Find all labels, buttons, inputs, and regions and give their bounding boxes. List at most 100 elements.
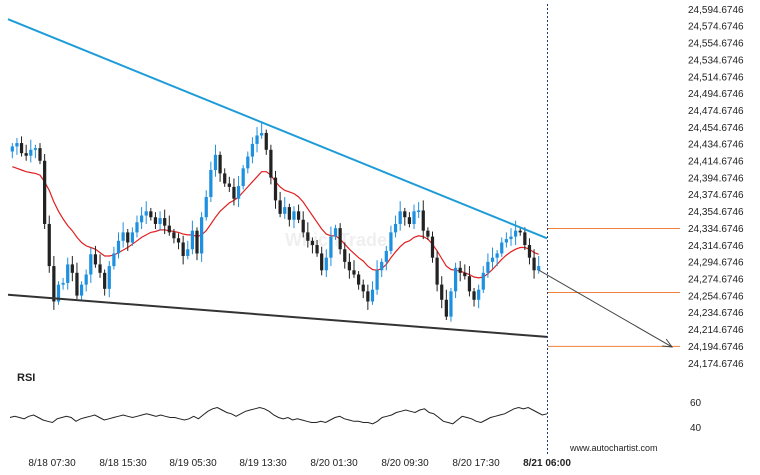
candle-body — [338, 228, 342, 250]
price-tick-label: 24,454.6746 — [688, 123, 744, 134]
candle-body — [412, 211, 416, 224]
time-tick-label: 8/19 13:30 — [239, 458, 287, 469]
candle-body — [343, 249, 347, 262]
candle-body — [43, 160, 47, 224]
candle-body — [112, 253, 116, 267]
candle-body — [241, 168, 245, 187]
price-tick-label: 24,334.6746 — [688, 224, 744, 235]
time-axis-labels: 8/18 07:30 8/18 15:30 8/19 05:30 8/19 13:30… — [28, 458, 571, 469]
price-tick-label: 24,254.6746 — [688, 291, 744, 302]
candle-body — [167, 225, 171, 233]
candle-body — [250, 143, 255, 157]
candle-body — [223, 173, 227, 184]
candle-body — [467, 276, 472, 292]
candle-body — [495, 253, 499, 258]
price-tick-label: 24,434.6746 — [688, 140, 744, 151]
candle-body — [29, 149, 33, 156]
candle-body — [537, 266, 541, 271]
candle-body — [278, 200, 282, 214]
watermark: WhichTrade — [285, 230, 387, 250]
candle-body — [287, 207, 291, 220]
price-tick-label: 24,234.6746 — [688, 308, 744, 319]
candle-body — [426, 230, 430, 237]
candle-body — [403, 211, 407, 218]
candle-body — [509, 236, 513, 240]
forecast-arrow-head — [662, 338, 674, 348]
forecast-arrow-line — [538, 269, 673, 348]
price-tick-label: 24,274.6746 — [688, 275, 744, 286]
time-tick-label: 8/21 06:00 — [523, 458, 571, 469]
candlesticks — [10, 122, 541, 322]
candle-body — [190, 230, 195, 250]
credit-text: www.autochartist.com — [569, 443, 658, 453]
price-tick-label: 24,514.6746 — [688, 72, 744, 83]
time-tick-label: 8/18 15:30 — [99, 458, 147, 469]
candle-body — [227, 183, 231, 187]
candle-body — [292, 211, 296, 220]
resistance-line — [7, 18, 548, 240]
candle-body — [79, 284, 84, 296]
candle-body — [121, 232, 125, 241]
price-tick-label: 24,594.6746 — [688, 5, 744, 16]
time-tick-label: 8/20 01:30 — [310, 458, 358, 469]
candle-body — [518, 230, 522, 233]
price-tick-label: 24,294.6746 — [688, 258, 744, 269]
candle-body — [84, 274, 88, 285]
candle-body — [472, 291, 476, 300]
candle-body — [393, 223, 398, 233]
candle-body — [98, 264, 102, 273]
candle-body — [153, 217, 158, 224]
candle-body — [236, 186, 241, 199]
price-tick-label: 24,354.6746 — [688, 207, 744, 218]
price-tick-label: 24,474.6746 — [688, 106, 744, 117]
candle-body — [47, 223, 51, 267]
price-tick-label: 24,374.6746 — [688, 190, 744, 201]
time-tick-label: 8/20 09:30 — [381, 458, 429, 469]
candle-body — [144, 211, 148, 216]
candle-body — [107, 266, 111, 289]
candle-body — [218, 154, 222, 174]
candle-body — [209, 170, 213, 197]
candle-body — [15, 143, 19, 147]
candle-body — [181, 242, 185, 256]
candle-body — [523, 232, 527, 246]
candle-body — [10, 146, 14, 152]
price-tick-label: 24,574.6746 — [688, 22, 744, 33]
rsi-tick-label: 60 — [690, 398, 702, 409]
price-tick-label: 24,494.6746 — [688, 89, 744, 100]
candle-body — [306, 232, 310, 241]
candle-body — [232, 186, 236, 199]
price-tick-label: 24,394.6746 — [688, 173, 744, 184]
price-tick-label: 24,214.6746 — [688, 325, 744, 336]
candle-body — [260, 132, 264, 136]
candle-body — [19, 143, 24, 154]
candle-body — [163, 218, 167, 226]
candle-body — [389, 232, 393, 251]
candle-body — [75, 272, 79, 296]
candle-body — [61, 282, 65, 285]
candle-body — [70, 264, 74, 273]
candle-body — [407, 217, 412, 224]
candle-body — [126, 232, 130, 243]
candle-body — [264, 132, 268, 150]
candle-body — [347, 261, 351, 271]
candle-body — [52, 266, 56, 302]
candle-body — [38, 148, 42, 161]
price-tick-label: 24,174.6746 — [688, 359, 744, 370]
support-line — [7, 293, 548, 338]
candle-body — [89, 254, 93, 275]
candle-body — [370, 289, 375, 302]
candle-body — [504, 239, 508, 243]
candle-body — [463, 272, 467, 277]
candle-body — [200, 217, 204, 254]
candle-body — [490, 257, 495, 262]
candle-body — [417, 210, 421, 212]
price-axis-labels: 24,594.6746 24,574.6746 24,554.6746 24,534.… — [688, 5, 744, 370]
candle-body — [500, 242, 504, 254]
candle-body — [195, 230, 199, 254]
candle-body — [172, 232, 176, 239]
candle-body — [477, 289, 481, 300]
candle-body — [513, 230, 518, 237]
candle-body — [93, 254, 98, 265]
